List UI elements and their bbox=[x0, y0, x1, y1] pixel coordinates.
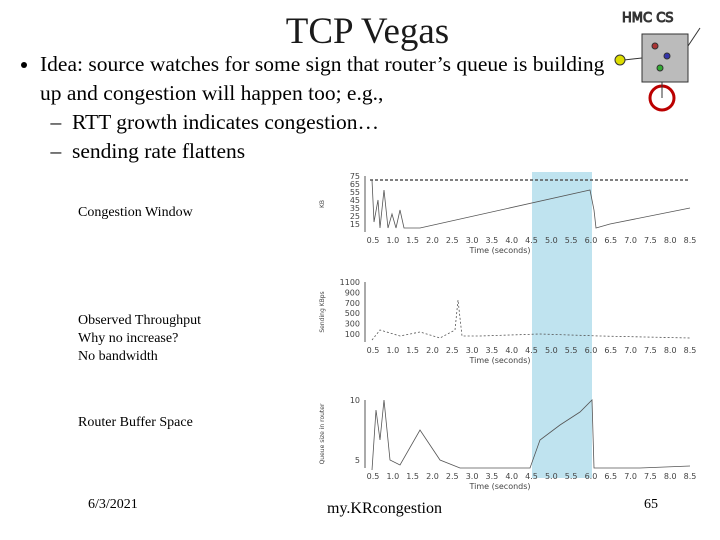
panel-label: Why no increase? bbox=[78, 331, 179, 346]
x-tick-label: 1.5 bbox=[406, 236, 419, 245]
panel-label: Router Buffer Space bbox=[78, 415, 193, 430]
x-tick-label: 2.5 bbox=[446, 346, 459, 355]
x-tick-label: 7.5 bbox=[644, 472, 657, 481]
x-tick-label: 7.5 bbox=[644, 236, 657, 245]
x-tick-label: 2.5 bbox=[446, 472, 459, 481]
x-tick-label: 1.5 bbox=[406, 346, 419, 355]
x-tick-label: 1.0 bbox=[386, 236, 399, 245]
x-tick-label: 6.5 bbox=[604, 472, 617, 481]
x-tick-label: 0.5 bbox=[367, 346, 380, 355]
x-tick-label: 0.5 bbox=[367, 472, 380, 481]
y-tick-label: 25 bbox=[350, 212, 360, 221]
footer-center: my.KRcongestion bbox=[327, 500, 442, 517]
y-tick-label: 300 bbox=[345, 320, 360, 329]
sub-list: RTT growth indicates congestion… sending… bbox=[40, 108, 630, 166]
y-tick-label: 500 bbox=[345, 309, 360, 318]
y-tick-label: 100 bbox=[345, 330, 360, 339]
y-tick-label: 65 bbox=[350, 180, 360, 189]
x-axis-label: Time (seconds) bbox=[468, 246, 530, 255]
panel-label: Observed Throughput bbox=[78, 313, 201, 328]
bullet-text: Idea: source watches for some sign that … bbox=[40, 52, 605, 105]
x-tick-label: 8.5 bbox=[684, 346, 697, 355]
x-axis-label: Time (seconds) bbox=[468, 356, 530, 365]
x-tick-label: 6.5 bbox=[604, 236, 617, 245]
x-tick-label: 2.0 bbox=[426, 472, 439, 481]
y-tick-label: 15 bbox=[350, 220, 360, 229]
y-tick-label: 1100 bbox=[340, 278, 360, 287]
x-tick-label: 4.0 bbox=[505, 472, 518, 481]
x-tick-label: 5.0 bbox=[545, 236, 558, 245]
sub-bullet: sending rate flattens bbox=[72, 137, 630, 166]
x-tick-label: 7.5 bbox=[644, 346, 657, 355]
logo: HMC CS bbox=[614, 11, 701, 112]
x-tick-label: 6.5 bbox=[604, 346, 617, 355]
x-tick-label: 1.5 bbox=[406, 472, 419, 481]
panel-label: No bandwidth bbox=[78, 349, 158, 364]
y-tick-label: 75 bbox=[350, 172, 360, 181]
traces bbox=[370, 179, 691, 471]
x-tick-label: 8.0 bbox=[664, 346, 677, 355]
x-axis-label: Time (seconds) bbox=[468, 482, 530, 491]
x-tick-label: 4.5 bbox=[525, 346, 538, 355]
x-tick-label: 3.5 bbox=[486, 472, 499, 481]
page-number: 65 bbox=[644, 497, 658, 512]
y-tick-label: 45 bbox=[350, 196, 360, 205]
panel-label: Congestion Window bbox=[78, 205, 193, 220]
y-axis-label: Sending KBps bbox=[319, 291, 326, 332]
x-tick-label: 3.0 bbox=[466, 472, 479, 481]
y-tick-label: 55 bbox=[350, 188, 360, 197]
sub-bullet: RTT growth indicates congestion… bbox=[72, 108, 630, 137]
x-tick-label: 5.5 bbox=[565, 472, 578, 481]
x-tick-label: 7.0 bbox=[624, 236, 637, 245]
x-tick-label: 0.5 bbox=[367, 236, 380, 245]
x-tick-label: 5.0 bbox=[545, 346, 558, 355]
x-tick-label: 8.5 bbox=[684, 236, 697, 245]
y-tick-label: 35 bbox=[350, 204, 360, 213]
x-tick-label: 7.0 bbox=[624, 346, 637, 355]
x-tick-label: 8.0 bbox=[664, 472, 677, 481]
x-tick-label: 4.5 bbox=[525, 236, 538, 245]
x-tick-label: 2.0 bbox=[426, 346, 439, 355]
x-tick-label: 6.0 bbox=[585, 472, 598, 481]
highlight-band bbox=[532, 172, 592, 478]
y-axis-label: KB bbox=[319, 200, 326, 208]
x-tick-label: 3.0 bbox=[466, 236, 479, 245]
y-tick-label: 10 bbox=[350, 396, 360, 405]
x-tick-label: 5.0 bbox=[545, 472, 558, 481]
x-tick-label: 5.5 bbox=[565, 346, 578, 355]
x-tick-label: 1.0 bbox=[386, 472, 399, 481]
x-tick-label: 3.5 bbox=[486, 346, 499, 355]
y-tick-label: 5 bbox=[355, 456, 360, 465]
bullet-list: Idea: source watches for some sign that … bbox=[18, 50, 630, 166]
x-tick-label: 5.5 bbox=[565, 236, 578, 245]
x-tick-label: 3.0 bbox=[466, 346, 479, 355]
title: TCP Vegas bbox=[285, 11, 450, 52]
footer-date: 6/3/2021 bbox=[88, 497, 138, 512]
y-axis-label: Queue size in router bbox=[319, 403, 326, 464]
x-tick-label: 4.0 bbox=[505, 236, 518, 245]
x-tick-label: 4.0 bbox=[505, 346, 518, 355]
x-tick-label: 6.0 bbox=[585, 236, 598, 245]
svg-text:HMC CS: HMC CS bbox=[622, 11, 674, 26]
x-tick-label: 6.0 bbox=[585, 346, 598, 355]
x-tick-label: 2.5 bbox=[446, 236, 459, 245]
x-tick-label: 7.0 bbox=[624, 472, 637, 481]
x-tick-label: 1.0 bbox=[386, 346, 399, 355]
x-tick-label: 4.5 bbox=[525, 472, 538, 481]
x-tick-label: 8.0 bbox=[664, 236, 677, 245]
y-tick-label: 900 bbox=[345, 288, 360, 297]
x-tick-label: 2.0 bbox=[426, 236, 439, 245]
y-tick-label: 700 bbox=[345, 299, 360, 308]
bullet: Idea: source watches for some sign that … bbox=[40, 50, 630, 166]
x-tick-label: 3.5 bbox=[486, 236, 499, 245]
x-tick-label: 8.5 bbox=[684, 472, 697, 481]
